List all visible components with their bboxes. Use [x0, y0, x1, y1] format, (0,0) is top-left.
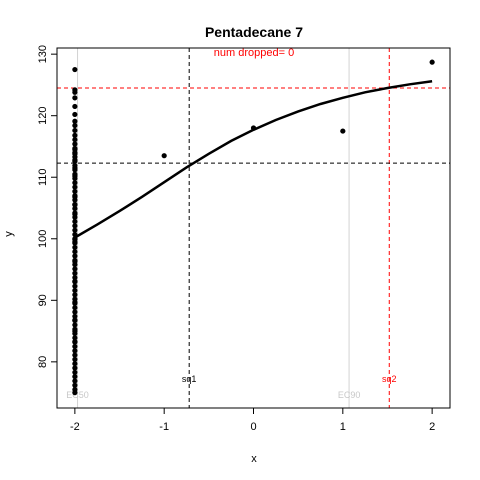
data-point	[72, 173, 78, 179]
data-point	[72, 278, 78, 284]
data-point	[72, 317, 78, 323]
data-point	[72, 266, 78, 272]
chart-title: Pentadecane 7	[205, 24, 303, 40]
data-point	[72, 137, 78, 143]
data-point	[161, 153, 167, 159]
data-point	[72, 66, 78, 73]
data-point	[72, 103, 78, 110]
data-point	[72, 378, 78, 384]
y-tick-label: 110	[37, 168, 49, 186]
data-point	[72, 338, 78, 345]
data-point	[72, 111, 78, 118]
data-point	[72, 122, 78, 129]
data-point	[429, 59, 435, 65]
data-point	[72, 227, 78, 233]
data-point	[72, 299, 78, 305]
data-point	[72, 253, 78, 259]
plot-frame	[56, 47, 451, 409]
data-point	[72, 274, 78, 281]
x-axis-label: x	[251, 453, 257, 465]
data-point	[72, 287, 78, 294]
vline-label-1: sq1	[182, 374, 197, 384]
data-point	[72, 335, 78, 341]
data-point	[72, 343, 78, 350]
data-point	[72, 223, 78, 229]
data-point	[72, 231, 78, 238]
data-point	[72, 382, 78, 388]
data-point	[72, 206, 78, 212]
data-point	[72, 258, 78, 265]
data-point	[72, 239, 78, 245]
data-point	[72, 369, 78, 375]
data-point	[72, 211, 78, 217]
data-point	[72, 309, 78, 315]
data-point	[72, 184, 78, 190]
y-tick-label: 80	[37, 356, 49, 368]
x-tick-label: -2	[70, 421, 80, 433]
data-point	[72, 374, 78, 380]
data-point	[72, 89, 78, 95]
data-point	[72, 305, 78, 311]
data-point	[72, 146, 78, 153]
data-point	[72, 165, 78, 171]
y-axis-label: y	[3, 231, 15, 237]
data-point	[72, 249, 78, 255]
data-point	[72, 361, 78, 367]
chart-subtitle: num dropped= 0	[214, 47, 294, 59]
data-point	[72, 328, 78, 334]
data-point	[72, 390, 78, 396]
y-tick-label: 100	[37, 230, 49, 248]
x-tick-label: 0	[250, 421, 256, 433]
data-point	[72, 157, 78, 163]
data-point	[72, 180, 78, 186]
x-tick-label: 2	[429, 421, 435, 433]
data-point	[72, 322, 78, 328]
data-point	[72, 283, 78, 289]
data-point	[340, 128, 346, 134]
x-tick-label: -1	[159, 421, 169, 433]
data-point	[72, 218, 78, 225]
data-point	[72, 95, 78, 101]
plot-area: EC50 sq1 EC90 sq2 -2 -1 0 1 2 80 90 100 110 120 130	[37, 45, 451, 433]
data-point	[72, 292, 78, 298]
data-point	[72, 151, 78, 157]
vline-label-0: EC50	[66, 390, 89, 400]
vline-label-2: EC90	[338, 390, 361, 400]
data-point	[72, 188, 78, 194]
data-point	[72, 194, 78, 200]
data-point	[72, 127, 78, 134]
data-point	[72, 141, 78, 147]
data-point	[72, 313, 78, 319]
data-point	[72, 365, 78, 371]
data-point	[72, 352, 78, 358]
vline-label-3: sq2	[382, 374, 397, 384]
data-point	[72, 202, 78, 208]
x-tick-label: 1	[340, 421, 346, 433]
data-point	[72, 356, 78, 362]
y-tick-label: 90	[37, 294, 49, 306]
data-point	[72, 244, 78, 250]
data-point	[72, 118, 78, 124]
data-point	[72, 132, 78, 138]
data-point	[72, 270, 78, 276]
y-tick-label: 130	[37, 45, 49, 63]
data-point	[250, 125, 257, 131]
fit-curve	[74, 79, 433, 239]
data-point	[72, 348, 78, 354]
y-tick-label: 120	[37, 107, 49, 125]
